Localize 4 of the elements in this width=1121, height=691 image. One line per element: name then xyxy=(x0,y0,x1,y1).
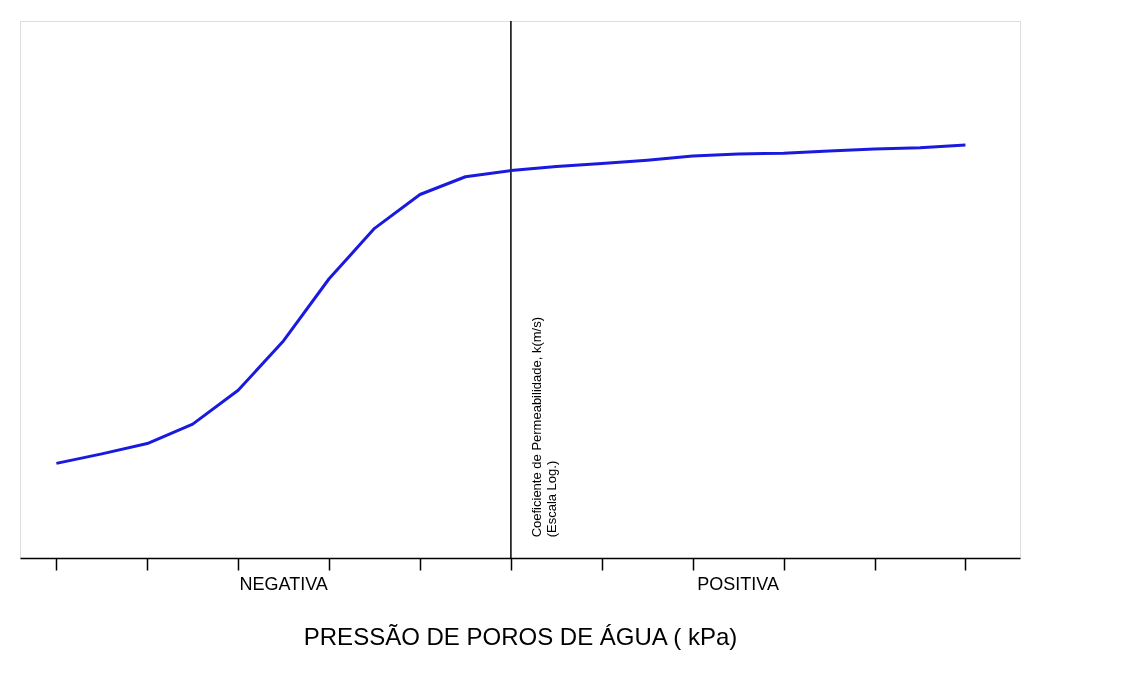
text: NEGATIVA xyxy=(239,574,328,594)
y-axis-title: Coeficiente de Permeabilidade, k(m/s) (Escala Log.) xyxy=(529,316,560,538)
text: POSITIVA xyxy=(697,574,780,594)
x-axis-title: PRESSÃO DE POROS DE ÁGUA ( kPa) xyxy=(303,623,738,651)
